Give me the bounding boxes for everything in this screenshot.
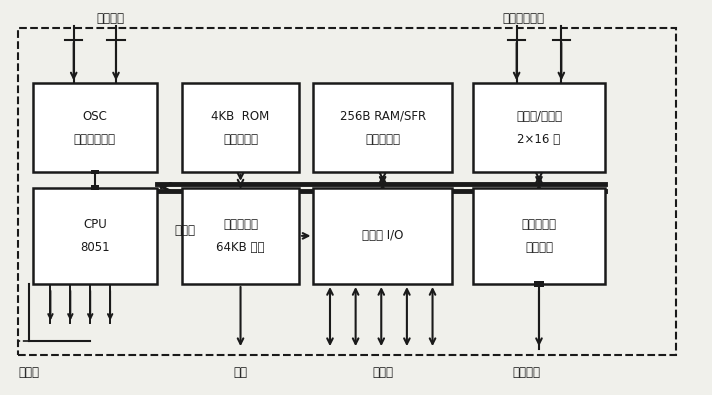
Text: 外中断: 外中断 [19, 366, 40, 379]
Text: 256B RAM/SFR: 256B RAM/SFR [340, 110, 426, 123]
Bar [182, 188, 299, 284]
Bar [313, 83, 452, 172]
Text: 2×16 位: 2×16 位 [518, 133, 560, 145]
Text: CPU: CPU [83, 218, 107, 231]
Text: 并行口: 并行口 [372, 366, 394, 379]
Text: 4KB  ROM: 4KB ROM [211, 110, 270, 123]
Bar [534, 281, 544, 287]
Bar [19, 28, 676, 355]
Text: 可编程全: 可编程全 [525, 241, 553, 254]
Text: 振荡器和时序: 振荡器和时序 [74, 133, 116, 145]
Text: OSC: OSC [83, 110, 108, 123]
Text: 控制: 控制 [234, 366, 248, 379]
Bar [313, 188, 452, 284]
Text: 定时器/计数器: 定时器/计数器 [516, 110, 562, 123]
Bar [182, 83, 299, 172]
Bar [473, 188, 604, 284]
Text: 外时钟源: 外时钟源 [97, 12, 125, 25]
Text: 64KB 总线: 64KB 总线 [216, 241, 265, 254]
Text: 串行通信: 串行通信 [513, 366, 540, 379]
Text: 可编程 I/O: 可编程 I/O [362, 229, 403, 243]
Text: 内中断: 内中断 [174, 224, 196, 237]
Text: 8051: 8051 [80, 241, 110, 254]
Bar [90, 185, 99, 190]
Text: 外部事件计数: 外部事件计数 [502, 12, 544, 25]
Text: 双工串行口: 双工串行口 [521, 218, 557, 231]
Text: 数据存储器: 数据存储器 [365, 133, 400, 145]
Bar [33, 83, 157, 172]
Bar [33, 188, 157, 284]
Text: 程序存储器: 程序存储器 [223, 133, 258, 145]
Bar [90, 169, 99, 174]
Bar [473, 83, 604, 172]
Text: 扩展控制器: 扩展控制器 [223, 218, 258, 231]
